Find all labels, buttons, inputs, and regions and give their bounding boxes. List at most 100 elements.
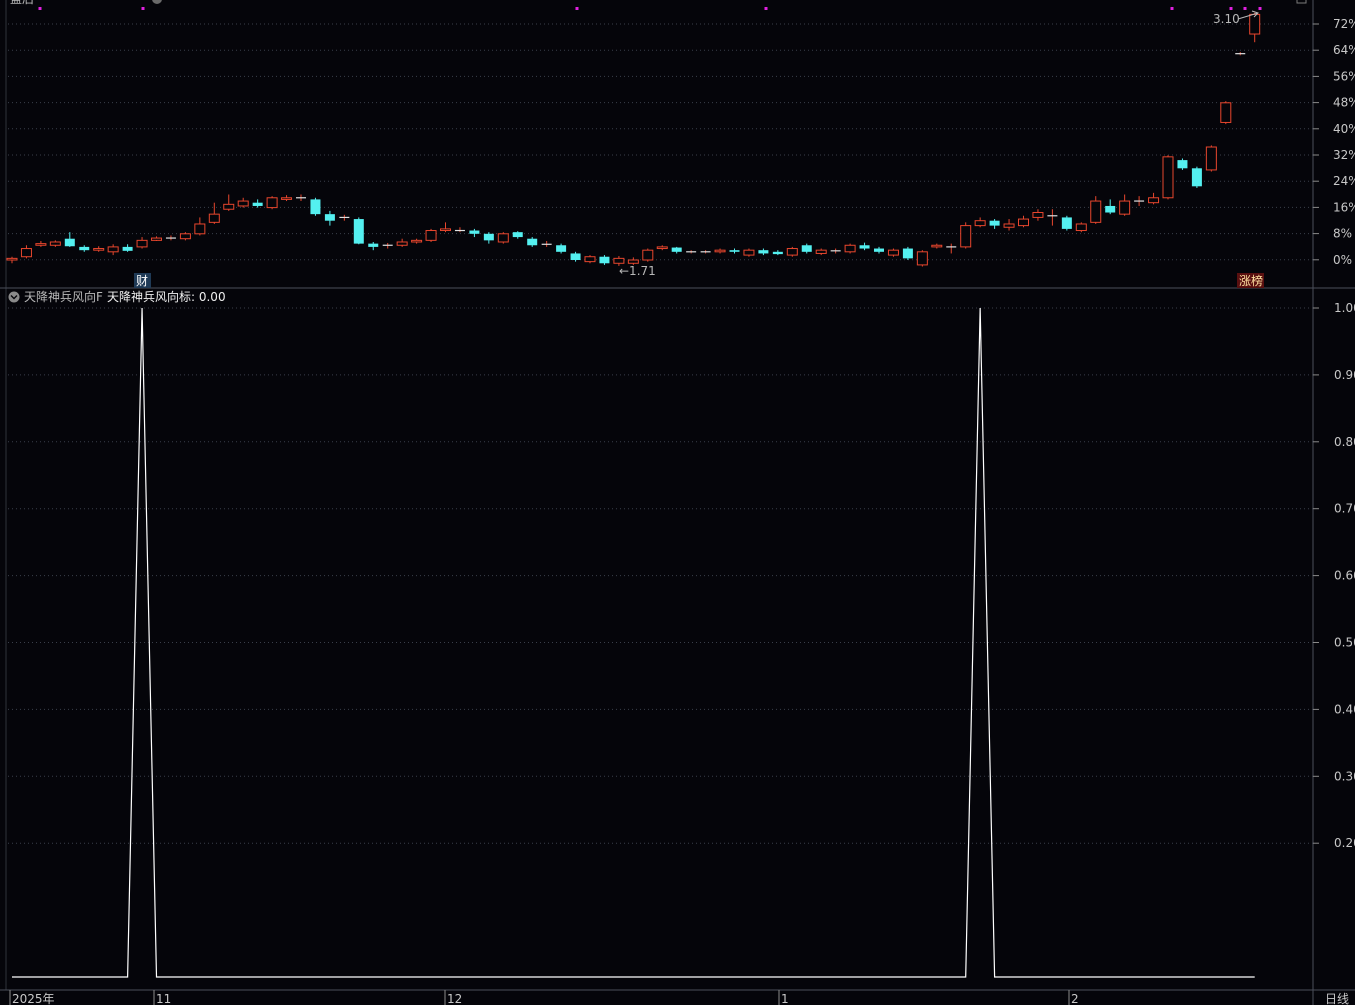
candle[interactable] xyxy=(1047,209,1058,226)
candle[interactable] xyxy=(974,217,986,228)
candle[interactable] xyxy=(686,250,697,254)
candle[interactable] xyxy=(1018,215,1029,228)
candle[interactable] xyxy=(1032,209,1044,221)
candle[interactable] xyxy=(411,238,423,244)
candle-body-down xyxy=(1177,160,1188,169)
candle[interactable] xyxy=(396,238,408,247)
candle[interactable] xyxy=(989,219,1000,229)
candle-body-down xyxy=(483,233,494,241)
candle[interactable] xyxy=(584,255,596,264)
candle[interactable] xyxy=(281,195,293,202)
candle[interactable] xyxy=(714,248,726,254)
candle[interactable] xyxy=(642,248,654,262)
candlestick-series[interactable] xyxy=(6,12,1261,267)
candle[interactable] xyxy=(179,232,191,241)
candle[interactable] xyxy=(310,197,321,216)
candle[interactable] xyxy=(801,243,812,254)
candle[interactable] xyxy=(483,232,494,244)
candle[interactable] xyxy=(339,214,350,221)
period-label[interactable]: 日线 xyxy=(1325,992,1349,1005)
candle[interactable] xyxy=(194,217,206,236)
candle[interactable] xyxy=(772,250,783,256)
candle[interactable] xyxy=(208,202,220,224)
candle[interactable] xyxy=(1220,101,1232,125)
candle[interactable] xyxy=(743,248,755,257)
candle[interactable] xyxy=(454,227,465,233)
candle[interactable] xyxy=(931,243,943,249)
indicator-y-tick-label: 0.40 xyxy=(1334,702,1355,716)
candle[interactable] xyxy=(165,235,176,241)
settings-icon[interactable] xyxy=(152,0,162,4)
candle[interactable] xyxy=(1119,194,1131,216)
candle[interactable] xyxy=(6,256,18,264)
candle[interactable] xyxy=(700,250,711,254)
candle-body-up xyxy=(714,249,726,253)
candle[interactable] xyxy=(570,251,581,262)
candle[interactable] xyxy=(1061,215,1072,231)
candle[interactable] xyxy=(296,194,306,202)
candle[interactable] xyxy=(1235,52,1246,56)
candle[interactable] xyxy=(1134,196,1145,206)
candle[interactable] xyxy=(497,232,509,244)
indicator-name[interactable]: 天降神兵风向F xyxy=(24,289,103,304)
candle[interactable] xyxy=(440,222,451,233)
candle[interactable] xyxy=(512,231,523,239)
candle[interactable] xyxy=(107,244,119,256)
chevron-down-icon[interactable] xyxy=(8,291,20,303)
candle[interactable] xyxy=(122,244,133,252)
candle[interactable] xyxy=(20,245,32,259)
candle[interactable] xyxy=(541,241,552,247)
candle[interactable] xyxy=(136,237,148,249)
candle[interactable] xyxy=(1075,222,1087,233)
candle[interactable] xyxy=(223,194,235,211)
candle[interactable] xyxy=(758,248,769,256)
candle[interactable] xyxy=(382,242,393,249)
candle[interactable] xyxy=(1191,166,1202,188)
candle[interactable] xyxy=(844,243,856,254)
candle[interactable] xyxy=(1205,145,1217,172)
candle[interactable] xyxy=(874,246,884,254)
candle[interactable] xyxy=(960,222,972,249)
candle[interactable] xyxy=(729,248,740,254)
candle[interactable] xyxy=(1162,155,1174,200)
candle[interactable] xyxy=(815,248,827,256)
candle-body-up xyxy=(887,249,899,256)
candle[interactable] xyxy=(599,255,610,265)
zhangting-badge[interactable]: 涨榜 xyxy=(1239,273,1263,288)
candle[interactable] xyxy=(887,248,899,257)
candle[interactable] xyxy=(859,242,870,251)
window-controls-icon[interactable] xyxy=(1296,0,1307,4)
candle[interactable] xyxy=(1003,219,1015,231)
candle[interactable] xyxy=(151,236,162,242)
candle[interactable] xyxy=(1249,12,1261,43)
candle[interactable] xyxy=(266,196,278,210)
candle[interactable] xyxy=(368,241,379,251)
candle[interactable] xyxy=(916,250,928,267)
candle[interactable] xyxy=(1105,199,1116,215)
candle[interactable] xyxy=(64,232,75,247)
candle[interactable] xyxy=(671,246,682,254)
candle[interactable] xyxy=(902,246,913,260)
candle[interactable] xyxy=(1090,196,1102,224)
candle[interactable] xyxy=(35,241,47,247)
candle[interactable] xyxy=(627,257,639,265)
candle[interactable] xyxy=(527,237,538,247)
candle[interactable] xyxy=(656,245,668,251)
candle[interactable] xyxy=(556,243,567,254)
candle[interactable] xyxy=(79,245,90,252)
candle[interactable] xyxy=(613,256,625,266)
candle[interactable] xyxy=(469,228,480,238)
candle[interactable] xyxy=(786,246,798,257)
candle[interactable] xyxy=(49,240,61,247)
candle[interactable] xyxy=(353,217,364,245)
candle[interactable] xyxy=(324,210,335,226)
candle[interactable] xyxy=(946,243,957,254)
candle[interactable] xyxy=(93,246,105,252)
candle[interactable] xyxy=(425,228,437,242)
candle[interactable] xyxy=(1148,192,1160,205)
finance-badge[interactable]: 财 xyxy=(136,274,148,288)
candle[interactable] xyxy=(830,248,841,254)
candle[interactable] xyxy=(237,197,249,208)
candle[interactable] xyxy=(1177,158,1188,170)
candle[interactable] xyxy=(252,199,263,208)
